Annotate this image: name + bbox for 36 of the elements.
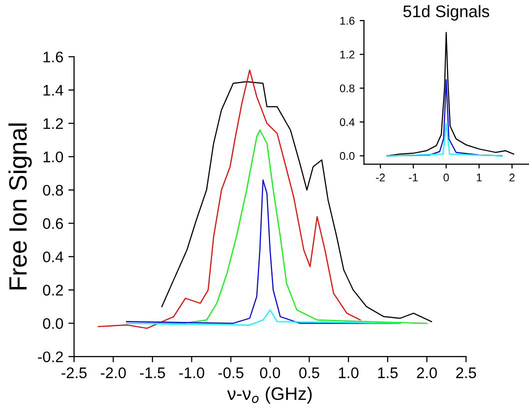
y-tick-label: 1.2 — [44, 118, 63, 129]
x-tick-label: -2.5 — [62, 367, 87, 378]
x-tick-label: 2 — [509, 174, 515, 182]
y-tick-label: 0.0 — [43, 318, 64, 329]
y-tick-label: 0.2 — [43, 284, 63, 296]
x-tick-label: -2 — [376, 174, 385, 182]
y-tick-label: 1.2 — [340, 50, 354, 58]
x-tick-label: 0 — [444, 174, 449, 182]
y-tick-label: 0.8 — [340, 84, 354, 92]
y-tick-label: -0.2 — [38, 351, 63, 362]
x-tick-label: 2.5 — [456, 367, 476, 378]
x-tick-label: -1 — [408, 174, 418, 182]
y-tick-label: 0.8 — [43, 184, 63, 196]
x-tick-label: 1 — [476, 174, 482, 182]
x-tick-label: -1.5 — [140, 368, 165, 378]
line-series — [161, 81, 432, 322]
y-axis-title: Free Ion Signal — [8, 124, 32, 290]
y-tick-label: 0.4 — [340, 118, 355, 126]
x-tick-label: 1.5 — [378, 368, 398, 378]
line-series — [126, 309, 401, 326]
y-tick-label: 0.6 — [43, 218, 63, 229]
x-tick-label: 0.5 — [299, 367, 320, 378]
x-tick-label: -1.0 — [179, 367, 204, 378]
y-tick-label: 1.0 — [44, 152, 64, 162]
y-tick-label: 1.6 — [340, 16, 354, 25]
x-axis-title: ν-ν$_{o}$ (GHz) — [227, 386, 312, 404]
x-tick-label: -2.0 — [100, 367, 126, 378]
line-series — [98, 69, 361, 329]
chart-title: 51d Signals — [403, 5, 490, 21]
y-tick-label: 0.4 — [43, 251, 64, 262]
x-tick-label: 0.0 — [260, 367, 280, 378]
y-tick-label: 1.6 — [44, 52, 63, 62]
y-tick-label: 0.0 — [340, 152, 354, 160]
x-tick-label: -0.5 — [218, 367, 244, 378]
x-tick-label: 2.0 — [417, 367, 437, 378]
y-tick-label: 1.4 — [44, 85, 64, 96]
